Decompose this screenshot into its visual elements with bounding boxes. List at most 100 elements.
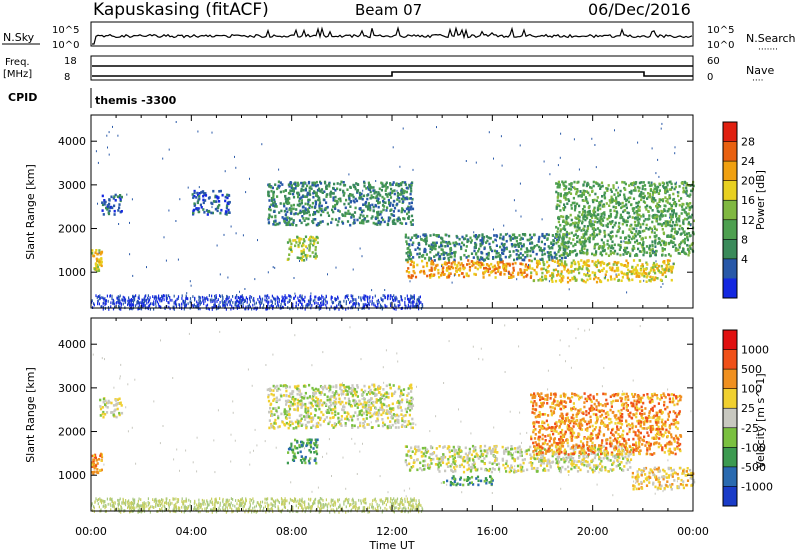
power-cell [654,242,657,245]
power-cell [616,191,620,195]
power-ground-scatter [253,307,255,311]
power-cell [119,194,122,197]
power-cell [329,190,333,194]
power-cell [599,252,602,256]
power-cell [463,253,466,257]
velocity-cell [406,423,409,427]
power-ground-scatter [227,300,229,304]
velocity-cell [295,426,298,429]
power-ground-scatter [353,302,355,306]
power-ground-scatter [213,306,215,309]
power-ground-scatter [379,303,382,307]
power-ground-scatter [100,305,102,309]
power-cell [661,273,664,277]
power-cell [562,206,565,210]
power-noise [655,172,657,175]
power-ground-scatter [282,299,284,303]
velocity-cell [333,405,337,408]
power-cell [502,243,505,247]
power-cell [589,186,592,189]
power-ground-scatter [147,294,149,298]
power-noise [657,158,659,161]
velocity-cell [104,403,107,406]
velocity-cell [328,411,331,414]
power-cell [679,224,682,228]
power-cell [396,219,399,223]
power-ground-scatter [349,301,351,305]
power-cell [665,199,668,203]
velocity-cell [377,411,381,415]
velocity-cell [316,397,320,401]
power-cell [521,233,525,236]
velocity-cell [323,401,326,405]
power-cell [423,250,426,254]
power-ground-scatter [217,305,219,309]
power-cell [564,250,567,253]
power-cell [273,220,276,223]
nave-trace [92,71,693,77]
power-cell [668,259,671,262]
power-ground-scatter [369,295,371,299]
power-cell [621,230,625,233]
power-ground-scatter [412,299,414,303]
power-cell [470,239,473,242]
nsky-frame [90,21,694,47]
power-cell [669,235,672,238]
power-cell [430,273,433,276]
power-cell [609,275,612,278]
power-cell [379,194,382,197]
velocity-cell [353,388,357,391]
power-cell [497,252,500,255]
power-cell [594,228,597,231]
power-ground-scatter [399,303,401,306]
power-ground-scatter [239,298,241,302]
power-ground-scatter [397,304,399,307]
power-cell [655,219,658,223]
power-cell [367,219,370,223]
power-noise [674,146,676,149]
power-cell [314,252,317,255]
power-cell [300,258,304,262]
power-cell [392,204,395,207]
power-cell [448,234,451,238]
power-cell [584,240,587,244]
power-cell [529,254,532,258]
power-cell [507,270,510,274]
power-cell [677,252,680,255]
velocity-cell [339,422,342,426]
power-ground-scatter [393,307,395,311]
power-cell [606,225,609,229]
power-ground-scatter [285,296,287,300]
power-cell [558,204,561,208]
power-cell [627,238,630,242]
power-cell [303,181,306,184]
power-cell [567,199,571,203]
power-cell [214,207,217,211]
power-cell [503,247,506,250]
power-cell [517,242,520,246]
power-cell [281,216,284,219]
power-cell [636,263,639,267]
power-cell [606,263,609,266]
power-cell [684,190,688,194]
velocity-cell [325,404,328,407]
velocity-cell [296,406,299,410]
velocity-cell [91,465,94,468]
power-cell [537,237,541,241]
power-cell [573,208,577,212]
power-cell [288,185,291,188]
power-ground-scatter [314,295,316,299]
power-cell [297,244,300,247]
power-cell [580,259,583,262]
power-ground-scatter [412,303,414,307]
power-ground-scatter [148,304,150,308]
power-cell [381,195,384,199]
nsearch-tick-top: 10^5 [707,25,734,36]
velocity-cell [337,416,340,420]
nsky-trace [92,25,693,45]
power-cell [394,222,397,226]
power-cell [400,197,403,201]
power-cell [638,181,641,185]
power-cell [391,183,394,186]
power-cell [286,241,290,244]
